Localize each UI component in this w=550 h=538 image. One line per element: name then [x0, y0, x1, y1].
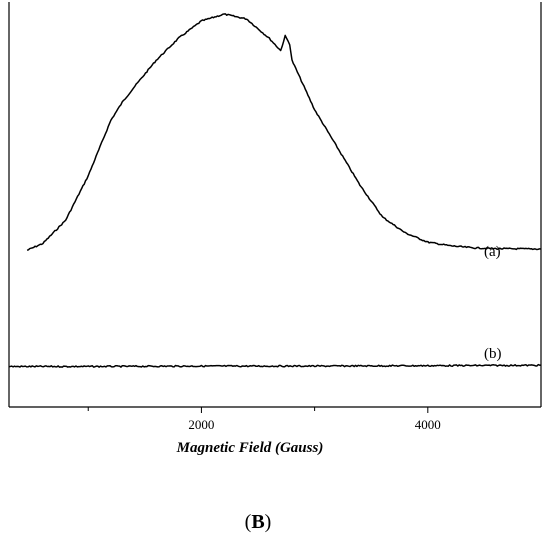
x-ticks: 2000 4000	[87, 407, 441, 432]
x-tick-label: 2000	[188, 417, 214, 432]
panel-label-close: )	[265, 511, 272, 533]
x-tick-label: 4000	[415, 417, 441, 432]
x-axis-title: Magnetic Field (Gauss)	[176, 440, 324, 456]
panel-label-open: (	[245, 511, 252, 533]
panel-label: (B)	[245, 511, 272, 533]
series-b-label: (b)	[484, 346, 502, 362]
series-a-line	[26, 13, 542, 251]
series-b-line	[8, 363, 542, 368]
series-layer	[8, 13, 542, 368]
series-a-label: (a)	[484, 244, 501, 260]
panel-label-letter: B	[251, 511, 264, 533]
